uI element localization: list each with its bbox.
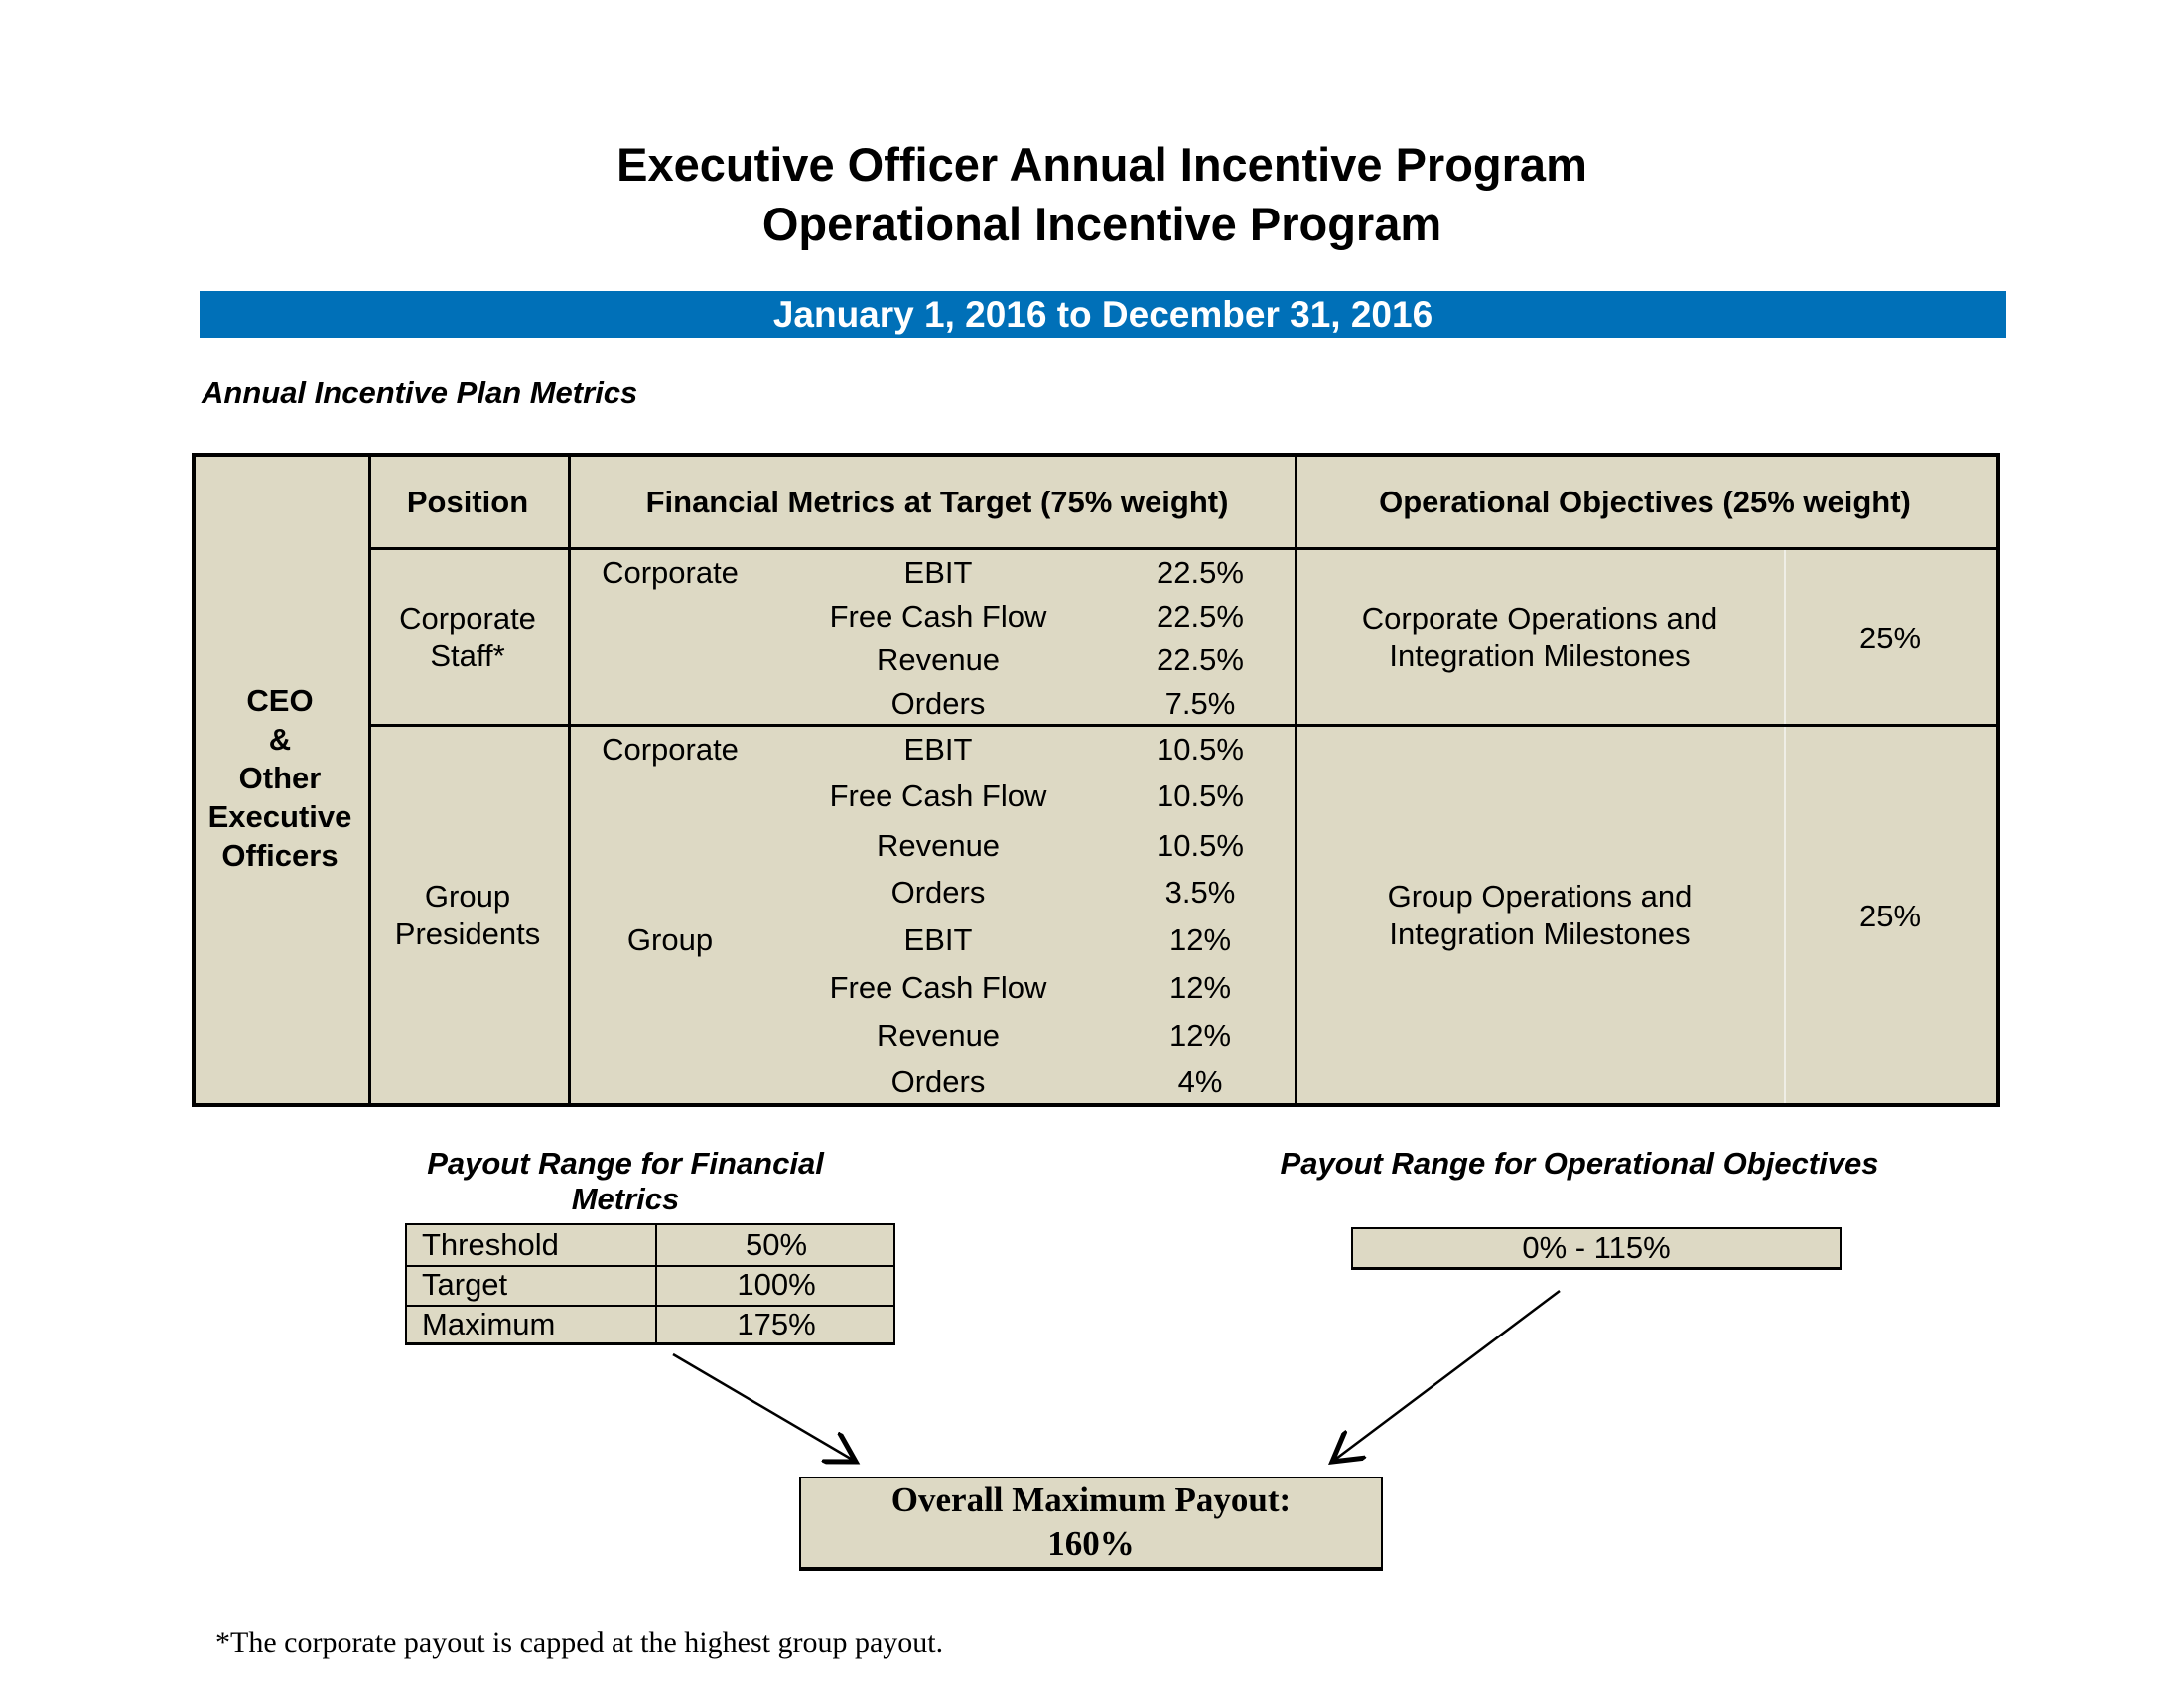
payout-financial-table: Threshold 50% Target 100% Maximum 175% (405, 1223, 895, 1345)
objective-label: Integration Milestones (1389, 916, 1691, 951)
metric-name: Orders (890, 1064, 986, 1099)
payout-row: Maximum 175% (407, 1305, 893, 1344)
payout-value: 50% (655, 1225, 895, 1265)
metric-level: Group (626, 922, 714, 957)
metric-name: EBIT (903, 555, 973, 590)
divider (368, 724, 1996, 727)
position-label: Presidents (394, 916, 541, 951)
metric-weight: 7.5% (1164, 686, 1236, 721)
metric-weight: 4% (1177, 1064, 1223, 1099)
overall-value: 160% (1047, 1524, 1135, 1563)
payout-value: 175% (655, 1305, 895, 1342)
position-label: Corporate (399, 601, 536, 635)
metric-level: Corporate (602, 555, 739, 590)
objective-weight: 25% (1858, 899, 1922, 933)
title-line2: Operational Incentive Program (761, 198, 1442, 250)
payout-operational-range: 0% - 115% (1351, 1227, 1842, 1270)
position-label: Group (424, 879, 511, 914)
metric-name: Orders (890, 686, 986, 721)
metric-level: Corporate (602, 732, 739, 767)
role-label: Executive (207, 799, 352, 834)
objective-label: Group Operations and (1387, 879, 1693, 914)
metric-weight: 22.5% (1157, 599, 1244, 633)
metrics-table: CEO & Other Executive Officers Position Financ… (192, 453, 2000, 1107)
objective-label: Integration Milestones (1389, 638, 1691, 673)
metric-weight: 10.5% (1157, 732, 1244, 767)
header-operational: Operational Objectives (25% weight) (1379, 485, 1911, 519)
objective-label: Corporate Operations and (1361, 601, 1718, 635)
metric-name: Free Cash Flow (829, 599, 1047, 633)
metric-name: Revenue (876, 642, 1001, 677)
metric-weight: 10.5% (1157, 828, 1244, 863)
overall-max-payout: Overall Maximum Payout: 160% (799, 1477, 1383, 1571)
metric-weight: 12% (1168, 1018, 1232, 1053)
divider (568, 457, 571, 1103)
divider (368, 547, 1996, 550)
payout-label: Threshold (422, 1227, 559, 1262)
overall-label: Overall Maximum Payout: (890, 1480, 1292, 1519)
payout-row: Target 100% (407, 1265, 893, 1307)
arrow-operational (1332, 1290, 1561, 1462)
role-label: Officers (221, 838, 339, 873)
metric-name: Free Cash Flow (829, 778, 1047, 813)
divider (1784, 550, 1786, 1103)
payout-row: Threshold 50% (407, 1225, 893, 1267)
divider (368, 457, 371, 1103)
payout-label: Target (422, 1267, 508, 1302)
metric-weight: 22.5% (1157, 642, 1244, 677)
divider (1295, 457, 1297, 1103)
metric-name: Orders (890, 875, 986, 910)
payout-label: Maximum (422, 1307, 556, 1341)
payout-financial-title: Payout Range for Financial Metrics (427, 1146, 824, 1216)
role-label: CEO (246, 683, 314, 718)
section-title: Annual Incentive Plan Metrics (202, 375, 638, 410)
period-banner: January 1, 2016 to December 31, 2016 (200, 291, 2006, 338)
metric-name: Revenue (876, 1018, 1001, 1053)
header-financial: Financial Metrics at Target (75% weight) (645, 485, 1229, 519)
objective-weight: 25% (1858, 621, 1922, 655)
role-label: & (268, 722, 292, 757)
metric-name: Revenue (876, 828, 1001, 863)
metric-weight: 12% (1168, 970, 1232, 1005)
metric-weight: 10.5% (1157, 778, 1244, 813)
metric-weight: 22.5% (1157, 555, 1244, 590)
payout-operational-title: Payout Range for Operational Objectives (1280, 1146, 1879, 1181)
metric-name: EBIT (903, 732, 973, 767)
title-line1: Executive Officer Annual Incentive Progr… (616, 138, 1587, 191)
metric-weight: 12% (1168, 922, 1232, 957)
metric-weight: 3.5% (1164, 875, 1236, 910)
payout-value: 100% (655, 1265, 895, 1305)
header-position: Position (406, 485, 529, 519)
arrow-financial (672, 1352, 856, 1462)
role-label: Other (238, 761, 322, 795)
footnote: *The corporate payout is capped at the h… (215, 1626, 944, 1659)
metric-name: EBIT (903, 922, 973, 957)
position-label: Staff* (430, 638, 505, 673)
metric-name: Free Cash Flow (829, 970, 1047, 1005)
